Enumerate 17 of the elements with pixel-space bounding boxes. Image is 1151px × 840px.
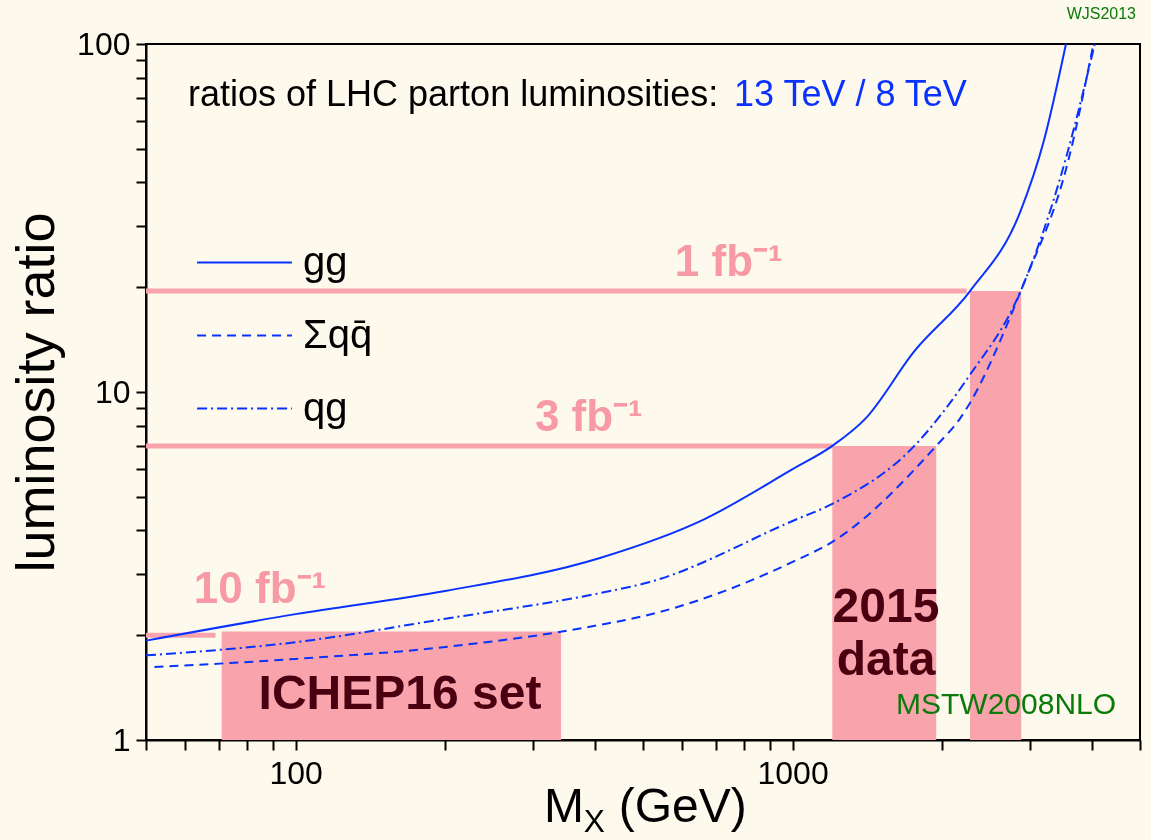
annotation: ICHEP16 set (258, 666, 542, 719)
annotation: 3 fb⁻¹ (534, 390, 643, 440)
y-tick-label: 100 (77, 25, 131, 62)
x-tick-label: 1000 (757, 754, 829, 791)
annotation: 1 fb⁻¹ (674, 236, 783, 286)
annotation: 10 fb⁻¹ (193, 563, 327, 612)
annotation: MSTW2008NLO (896, 687, 1117, 720)
annotation: 2015 data (832, 579, 940, 685)
legend-label: Σqq̄ (303, 311, 373, 356)
y-tick-label: 1 (112, 721, 131, 758)
y-axis-title: luminosity ratio (5, 212, 66, 573)
legend-label: gg (303, 238, 348, 283)
annotation: 13 TeV / 8 TeV (734, 73, 967, 114)
annotation: ratios of LHC parton luminosities: (188, 73, 719, 114)
legend-label: qg (303, 384, 348, 429)
text: WJS2013 (1066, 5, 1137, 22)
y-tick-label: 10 (94, 373, 131, 410)
